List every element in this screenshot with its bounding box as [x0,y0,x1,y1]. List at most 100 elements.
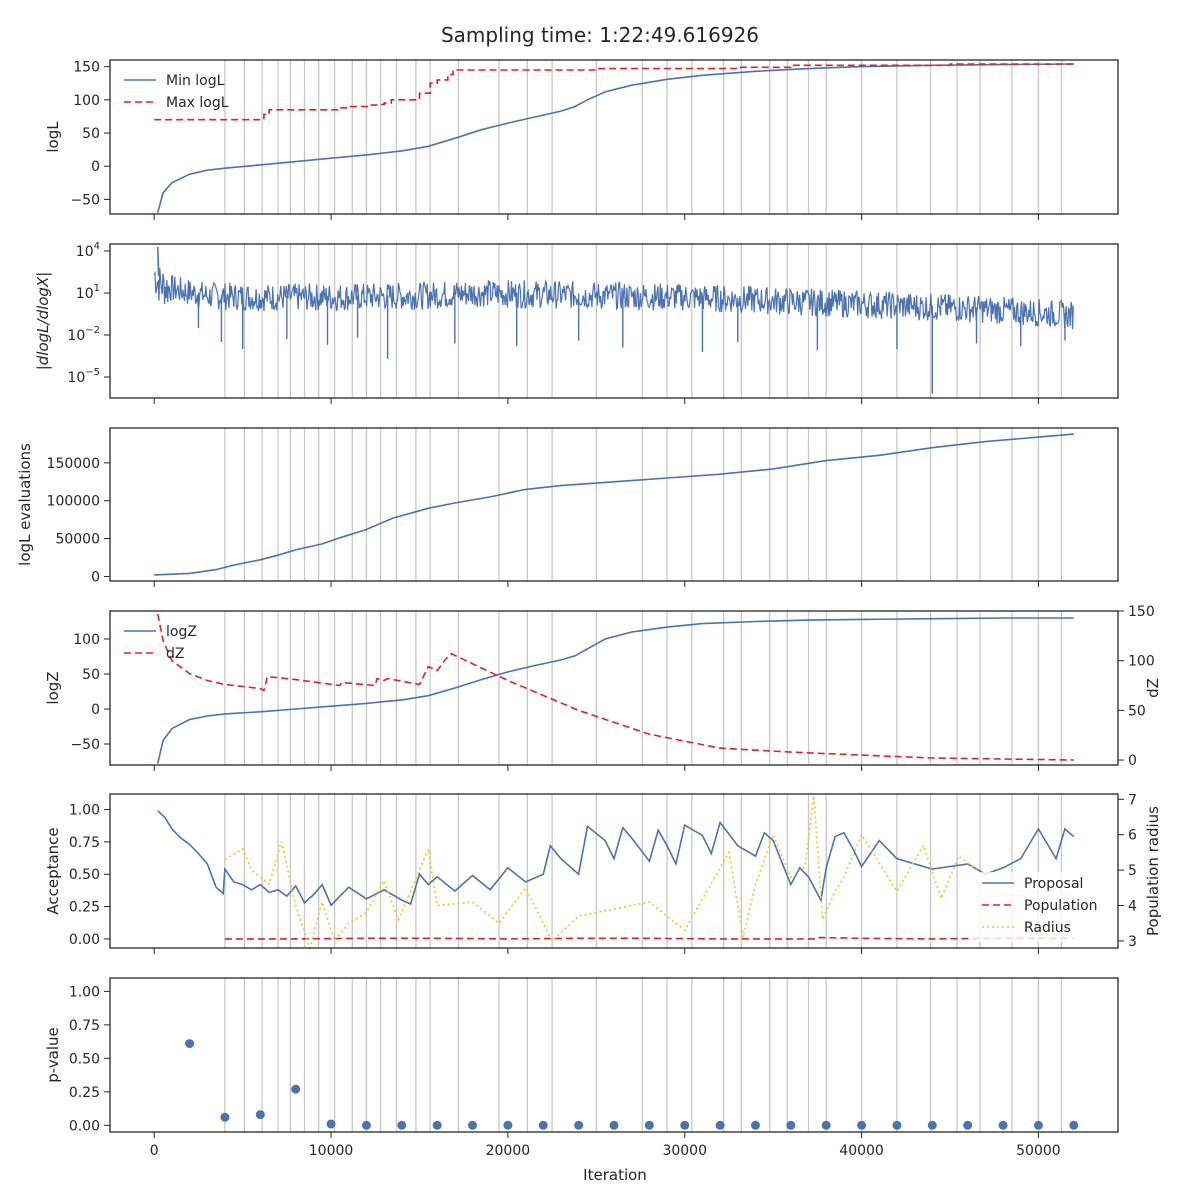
x-tick-label: 50000 [1016,1143,1061,1159]
y-tick-label: 50 [1128,703,1146,719]
y-tick-label: 6 [1128,828,1137,844]
y-tick-label: −50 [70,737,100,753]
y-tick-label: 0 [1128,753,1137,769]
y-tick-label: 50000 [55,532,100,548]
panel-1: −50 0 50 100 150 Min logL Max logL logL [44,59,1119,220]
y-tick-label: 3 [1128,934,1137,950]
legend-label: logZ [166,624,197,640]
y-axis-label-right: dZ [1144,678,1162,698]
y-axis-label: logZ [44,671,62,704]
y-tick-label: 50 [82,126,100,142]
pvalue-point [397,1120,407,1130]
y-tick-label: 0.50 [69,1051,100,1067]
pvalue-point [680,1120,690,1130]
pvalue-point [963,1120,973,1130]
y-tick-label: 100000 [47,494,100,510]
pvalue-point [750,1120,760,1130]
y-tick-label: 7 [1128,792,1137,808]
y-tick-label: 0.25 [69,1085,100,1101]
series-line-0 [154,433,1074,576]
legend-label: Proposal [1024,876,1083,892]
series-line-proposal [157,810,1075,907]
series-line-logz [156,617,1074,764]
derivative-start [156,246,160,277]
pvalue-point [1033,1120,1043,1130]
panel-frame [109,610,1119,766]
y-tick-label: 0 [91,569,100,585]
panel-4: −50 0 50 100 0 50 100 150 logZ dZ dZ logZ [44,604,1162,771]
y-tick-label: 0 [91,159,100,175]
y-axis-label: logL evaluations [16,443,34,566]
pvalue-point [715,1120,725,1130]
y-tick-label: 1.00 [69,803,100,819]
y-tick-label: 0.00 [69,932,100,948]
legend-label: Max logL [166,95,229,111]
series-line-max-logl [154,63,1074,121]
y-tick-label: 0 [91,702,100,718]
pvalue-point [892,1120,902,1130]
panel-6: 0.00 0.25 0.50 0.75 1.00 p-value 0 10000 20000 30… [44,977,1119,1159]
y-tick-label: 150000 [47,456,100,472]
pvalue-point [644,1120,654,1130]
pvalue-point [574,1120,584,1130]
pvalue-point [326,1119,336,1129]
derivative-line [153,268,1074,330]
figure-title: Sampling time: 1:22:49.616926 [441,23,759,47]
y-tick-label: 100 [1128,654,1155,670]
pvalue-point [255,1110,265,1120]
y-tick-label: 100 [73,632,100,648]
pvalue-point [291,1084,301,1094]
pvalue-point [609,1120,619,1130]
pvalue-point [468,1120,478,1130]
y-tick-label: 150 [1128,604,1155,620]
y-tick-label: 0.25 [69,900,100,916]
y-axis-label: |dlogL/dlogX| [34,272,52,371]
y-tick-label: 0.00 [69,1118,100,1134]
y-axis-label-right: Population radius [1144,806,1162,936]
legend-label: dZ [166,646,184,662]
series-line-min-logl [156,63,1074,213]
panel-3: 0 50000 100000 150000 logL evaluations [16,427,1119,587]
y-tick-label: 0.50 [69,867,100,883]
panel-2: 104 101 10−2 10−5 |dlogL/dlogX| [34,241,1119,404]
y-tick-label: 100 [73,93,100,109]
x-tick-label: 0 [150,1143,159,1159]
y-tick-label: 10−2 [67,325,100,344]
pvalue-point [538,1120,548,1130]
y-tick-label: 4 [1128,899,1137,915]
legend-label: Population [1024,898,1098,914]
pvalue-point [927,1120,937,1130]
pvalue-point [503,1120,513,1130]
pvalue-point [786,1120,796,1130]
y-tick-label: −50 [70,192,100,208]
pvalue-point [432,1120,442,1130]
y-tick-label: 0.75 [69,1018,100,1034]
panel-frame [109,427,1119,582]
y-tick-label: 10−5 [67,367,100,386]
pvalue-point [821,1120,831,1130]
y-tick-label: 104 [76,241,100,260]
pvalue-point [220,1112,230,1122]
pvalue-point [998,1120,1008,1130]
x-tick-label: 40000 [839,1143,884,1159]
legend-label: Min logL [166,73,225,89]
panel-frame [109,243,1119,399]
y-axis-label: logL [44,121,62,153]
x-tick-label: 20000 [486,1143,531,1159]
pvalue-point [185,1039,195,1049]
pvalue-point [361,1120,371,1130]
panel-frame [109,59,1119,215]
panel-frame [109,793,1119,949]
y-tick-label: 101 [76,283,100,302]
panel-frame [109,977,1119,1133]
y-tick-label: 1.00 [69,984,100,1000]
legend-label: Radius [1024,920,1071,936]
y-axis-label: p-value [44,1027,62,1083]
y-tick-label: 50 [82,667,100,683]
panel-5: 0.00 0.25 0.50 0.75 1.00 3 4 5 6 7 Proposal Populat… [44,792,1162,954]
pvalue-point [1069,1120,1079,1130]
x-tick-label: 10000 [309,1143,354,1159]
y-tick-label: 5 [1128,863,1137,879]
